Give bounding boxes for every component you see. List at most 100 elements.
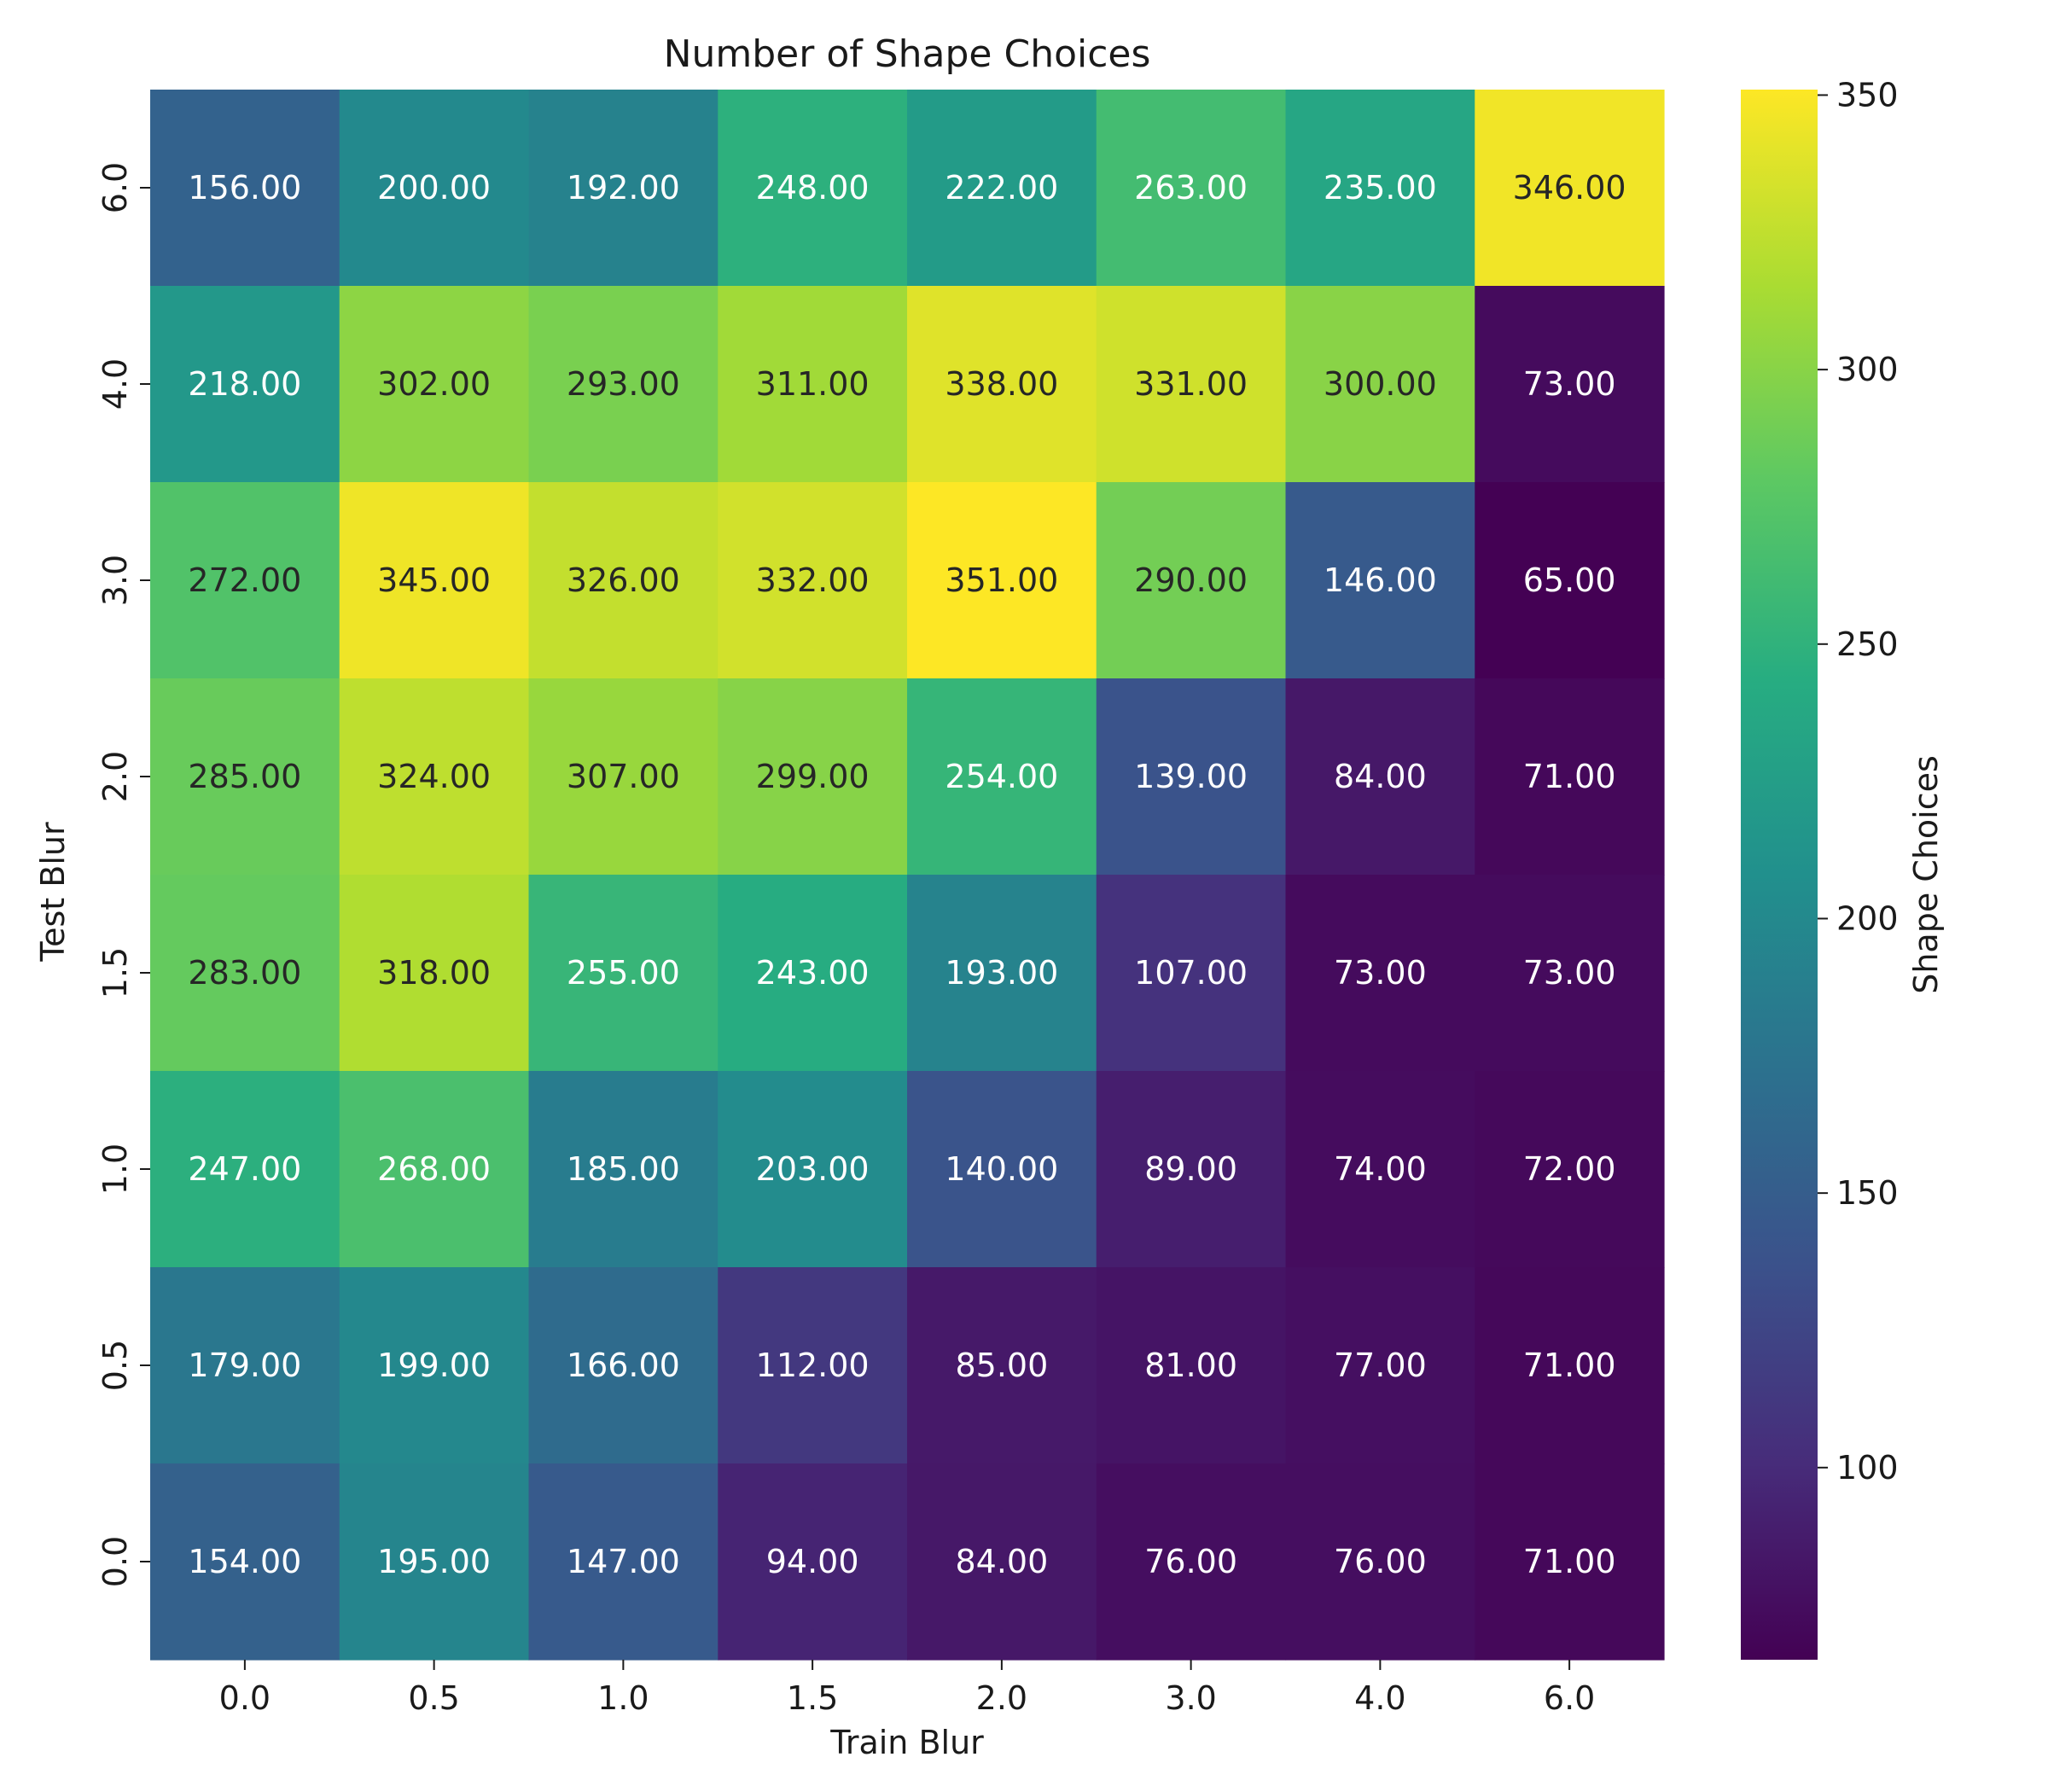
heatmap-cell: [718, 90, 908, 287]
heatmap-cell: [150, 1267, 340, 1464]
x-axis: 0.0 0.5 1.0 1.5 2.0 3.0 4.0 6.0: [219, 1660, 1595, 1717]
heatmap-cell: [528, 678, 719, 876]
heatmap-cell: [339, 1071, 530, 1268]
cell-value-label: 73.00: [1334, 954, 1427, 992]
heatmap-cell: [907, 286, 1097, 483]
cell-value-label: 192.00: [567, 169, 680, 207]
heatmap-cell: [150, 1071, 340, 1268]
y-axis-label: Test Blur: [34, 822, 72, 963]
y-tick-label: 1.0: [96, 1143, 134, 1195]
cell-value-label: 203.00: [756, 1150, 870, 1188]
heatmap-cell: [718, 678, 908, 876]
cell-value-label: 235.00: [1324, 169, 1437, 207]
heatmap-cell: [1475, 90, 1665, 287]
heatmap-cell: [907, 1463, 1097, 1661]
cell-value-label: 307.00: [567, 758, 680, 795]
y-axis: 6.0 4.0 3.0 2.0 1.5 1.0 0.5 0.0: [96, 162, 150, 1587]
cell-value-label: 85.00: [955, 1347, 1048, 1384]
heatmap-cell: [718, 286, 908, 483]
y-tick-label: 1.5: [96, 947, 134, 998]
cell-value-label: 81.00: [1144, 1347, 1237, 1384]
cell-value-label: 243.00: [756, 954, 870, 992]
cell-value-label: 324.00: [377, 758, 491, 795]
heatmap-cell: [1285, 286, 1475, 483]
cell-value-label: 65.00: [1523, 561, 1616, 599]
cell-value-label: 300.00: [1324, 365, 1437, 403]
colorbar-tick-label: 150: [1836, 1174, 1899, 1212]
heatmap-cell: [150, 875, 340, 1072]
heatmap-cell: [528, 1267, 719, 1464]
cell-value-label: 255.00: [567, 954, 680, 992]
colorbar-tick-label: 100: [1836, 1449, 1899, 1487]
y-tick-label: 0.5: [96, 1340, 134, 1391]
heatmap-cell: [1475, 1071, 1665, 1268]
cell-value-label: 156.00: [188, 169, 301, 207]
cell-value-label: 193.00: [945, 954, 1058, 992]
heatmap-cell: [339, 1267, 530, 1464]
cell-value-label: 74.00: [1334, 1150, 1427, 1188]
heatmap-cell: [1285, 678, 1475, 876]
colorbar-tick-label: 300: [1836, 351, 1899, 388]
heatmap-cell: [718, 875, 908, 1072]
heatmap-cell: [1475, 1463, 1665, 1661]
cell-value-label: 146.00: [1324, 561, 1437, 599]
heatmap-cell: [1475, 875, 1665, 1072]
heatmap-cell: [1285, 875, 1475, 1072]
heatmap-cell: [1096, 90, 1287, 287]
colorbar-tick-label: 200: [1836, 899, 1899, 937]
cell-value-label: 76.00: [1144, 1543, 1237, 1580]
heatmap-cell: [1475, 286, 1665, 483]
cell-value-label: 200.00: [377, 169, 491, 207]
heatmap-cell: [907, 678, 1097, 876]
cell-value-label: 338.00: [945, 365, 1058, 403]
heatmap-cell: [718, 482, 908, 679]
cell-value-label: 331.00: [1134, 365, 1248, 403]
cell-value-label: 263.00: [1134, 169, 1248, 207]
colorbar-ticks: 100 150 200 250 300 350: [1818, 76, 1899, 1487]
heatmap-cell: [339, 286, 530, 483]
heatmap-cell: [339, 90, 530, 287]
heatmap-cell: [1475, 1267, 1665, 1464]
cell-value-label: 351.00: [945, 561, 1058, 599]
cell-value-label: 283.00: [188, 954, 301, 992]
cell-value-label: 247.00: [188, 1150, 301, 1188]
y-tick-label: 0.0: [96, 1536, 134, 1587]
heatmap-cell: [1475, 678, 1665, 876]
chart-title: Number of Shape Choices: [664, 32, 1151, 76]
cell-value-label: 268.00: [377, 1150, 491, 1188]
heatmap-cell: [1096, 1071, 1287, 1268]
cell-value-label: 222.00: [945, 169, 1058, 207]
cell-value-label: 326.00: [567, 561, 680, 599]
heatmap-cell: [1285, 1463, 1475, 1661]
cell-value-label: 218.00: [188, 365, 301, 403]
heatmap-cell: [150, 90, 340, 287]
cell-value-label: 112.00: [756, 1347, 870, 1384]
cell-value-label: 332.00: [756, 561, 870, 599]
cell-value-label: 139.00: [1134, 758, 1248, 795]
heatmap-cell: [1285, 1267, 1475, 1464]
heatmap-cell: [528, 482, 719, 679]
cell-value-label: 299.00: [756, 758, 870, 795]
heatmap-cell: [718, 1071, 908, 1268]
cell-value-label: 199.00: [377, 1347, 491, 1384]
colorbar-tick-label: 350: [1836, 76, 1899, 113]
cell-value-label: 302.00: [377, 365, 491, 403]
heatmap-cell: [528, 90, 719, 287]
heatmap-cell: [1096, 1267, 1287, 1464]
cell-value-label: 71.00: [1523, 1347, 1616, 1384]
heatmap-cell: [1285, 1071, 1475, 1268]
cell-value-label: 290.00: [1134, 561, 1248, 599]
heatmap-cell: [1096, 482, 1287, 679]
heatmap-cell: [339, 1463, 530, 1661]
heatmap-cell: [528, 286, 719, 483]
x-tick-label: 1.0: [597, 1679, 649, 1717]
heatmap-cell: [528, 1071, 719, 1268]
heatmap-cell: [1096, 286, 1287, 483]
heatmap-cell: [907, 875, 1097, 1072]
cell-value-label: 248.00: [756, 169, 870, 207]
heatmap-cell: [150, 1463, 340, 1661]
y-tick-label: 4.0: [96, 358, 134, 410]
cell-value-label: 94.00: [766, 1543, 859, 1580]
heatmap-cell: [718, 1463, 908, 1661]
cell-value-label: 89.00: [1144, 1150, 1237, 1188]
